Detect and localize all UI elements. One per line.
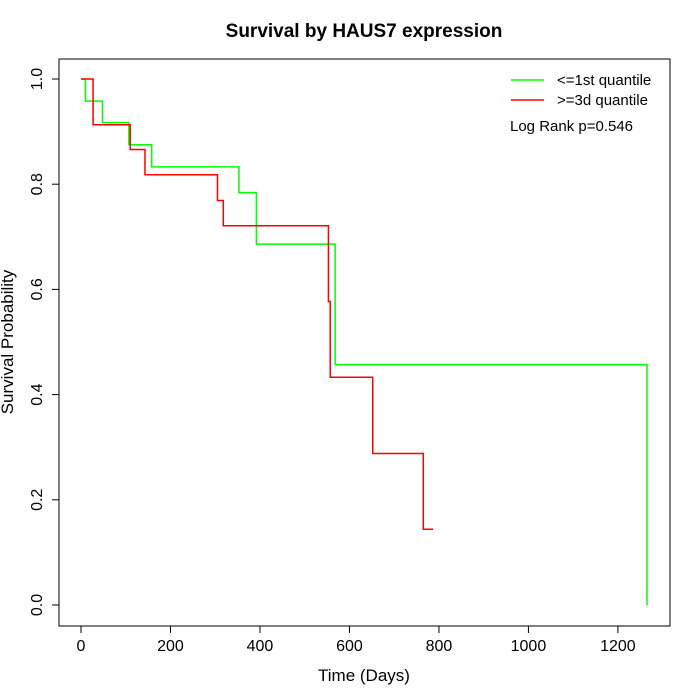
x-tick-label: 200 xyxy=(157,638,184,655)
x-tick-label: 1000 xyxy=(511,638,547,655)
x-tick-label: 600 xyxy=(336,638,363,655)
y-tick-label: 0.4 xyxy=(29,383,46,405)
series-group xyxy=(81,78,648,605)
legend-label: <=1st quantile xyxy=(557,72,651,89)
y-tick-label: 1.0 xyxy=(29,68,46,90)
x-tick-label: 800 xyxy=(426,638,453,655)
y-tick-label: 0.8 xyxy=(29,173,46,195)
x-axis: 0 200 400 600 800 1000 1200 xyxy=(77,625,636,655)
x-tick-label: 0 xyxy=(77,638,86,655)
x-axis-label: Time (Days) xyxy=(318,666,410,685)
log-rank-annotation: Log Rank p=0.546 xyxy=(510,118,633,135)
survival-curve-2 xyxy=(81,78,434,531)
y-axis: 0.0 0.2 0.4 0.6 0.8 1.0 xyxy=(29,68,60,616)
x-tick-label: 400 xyxy=(247,638,274,655)
y-tick-label: 0.0 xyxy=(29,594,46,616)
y-axis-label: Survival Probability xyxy=(0,269,17,414)
y-tick-label: 0.2 xyxy=(29,489,46,511)
x-tick-label: 1200 xyxy=(600,638,636,655)
chart-title: Survival by HAUS7 expression xyxy=(226,21,503,42)
legend: <=1st quantile >=3d quantile xyxy=(511,72,651,109)
survival-curve-1 xyxy=(81,78,648,605)
legend-label: >=3d quantile xyxy=(557,92,648,109)
y-tick-label: 0.6 xyxy=(29,278,46,300)
